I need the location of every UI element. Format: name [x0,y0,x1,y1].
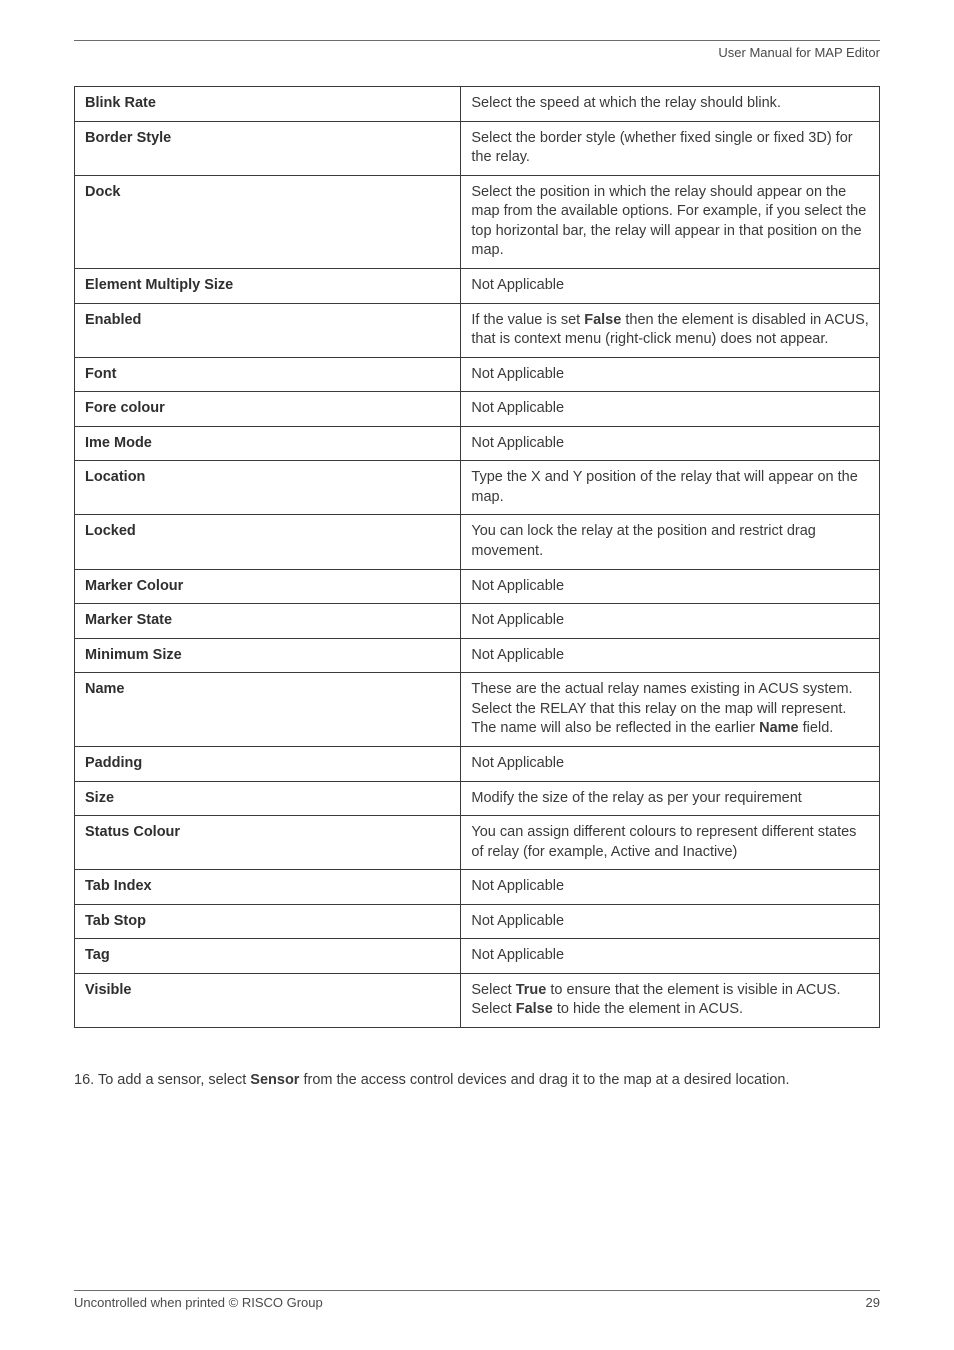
property-value: Not Applicable [461,392,880,427]
property-value: Modify the size of the relay as per your… [461,781,880,816]
property-value: Not Applicable [461,904,880,939]
bold-text: Sensor [250,1072,299,1088]
table-row: Ime ModeNot Applicable [75,426,880,461]
table-row: Element Multiply SizeNot Applicable [75,268,880,303]
property-key: Fore colour [75,392,461,427]
table-row: Marker StateNot Applicable [75,604,880,639]
bold-text: True [516,982,547,998]
table-row: LocationType the X and Y position of the… [75,461,880,515]
header-right-text: User Manual for MAP Editor [74,45,880,60]
property-key: Padding [75,746,461,781]
bold-text: False [516,1001,553,1017]
table-row: VisibleSelect True to ensure that the el… [75,973,880,1027]
footer: Uncontrolled when printed © RISCO Group … [74,1290,880,1310]
property-value: Type the X and Y position of the relay t… [461,461,880,515]
footer-rule [74,1290,880,1291]
table-row: Tab StopNot Applicable [75,904,880,939]
table-row: PaddingNot Applicable [75,746,880,781]
footer-right: 29 [866,1295,880,1310]
property-value: Not Applicable [461,569,880,604]
header-rule [74,40,880,41]
property-value: You can assign different colours to repr… [461,816,880,870]
footer-row: Uncontrolled when printed © RISCO Group … [74,1295,880,1310]
property-key: Locked [75,515,461,569]
table-row: Tab IndexNot Applicable [75,870,880,905]
table-row: Border StyleSelect the border style (whe… [75,121,880,175]
property-key: Blink Rate [75,87,461,122]
property-key: Tag [75,939,461,974]
property-key: Status Colour [75,816,461,870]
property-key: Minimum Size [75,638,461,673]
property-key: Marker State [75,604,461,639]
property-key: Ime Mode [75,426,461,461]
property-key: Visible [75,973,461,1027]
property-key: Border Style [75,121,461,175]
property-key: Marker Colour [75,569,461,604]
property-value: Not Applicable [461,268,880,303]
bold-text: Name [759,720,799,736]
table-row: SizeModify the size of the relay as per … [75,781,880,816]
property-value: Not Applicable [461,939,880,974]
property-value: Select the border style (whether fixed s… [461,121,880,175]
property-value: Select True to ensure that the element i… [461,973,880,1027]
table-row: EnabledIf the value is set False then th… [75,303,880,357]
table-row: Blink RateSelect the speed at which the … [75,87,880,122]
property-value: Not Applicable [461,638,880,673]
bold-text: False [584,312,621,328]
table-row: FontNot Applicable [75,357,880,392]
table-row: LockedYou can lock the relay at the posi… [75,515,880,569]
page: User Manual for MAP Editor Blink RateSel… [0,0,954,1350]
table-row: Marker ColourNot Applicable [75,569,880,604]
property-value: Not Applicable [461,426,880,461]
property-key: Location [75,461,461,515]
property-value: Not Applicable [461,357,880,392]
property-value: These are the actual relay names existin… [461,673,880,747]
table-row: DockSelect the position in which the rel… [75,175,880,268]
property-value: Not Applicable [461,870,880,905]
table-row: Minimum SizeNot Applicable [75,638,880,673]
property-value: If the value is set False then the eleme… [461,303,880,357]
property-key: Name [75,673,461,747]
footer-left: Uncontrolled when printed © RISCO Group [74,1295,323,1310]
property-key: Enabled [75,303,461,357]
properties-table: Blink RateSelect the speed at which the … [74,86,880,1028]
property-key: Tab Stop [75,904,461,939]
property-key: Element Multiply Size [75,268,461,303]
step-16: 16. To add a sensor, select Sensor from … [74,1070,880,1090]
table-row: Status ColourYou can assign different co… [75,816,880,870]
property-value: Not Applicable [461,746,880,781]
property-key: Dock [75,175,461,268]
property-key: Tab Index [75,870,461,905]
property-key: Font [75,357,461,392]
property-value: Select the speed at which the relay shou… [461,87,880,122]
property-value: Not Applicable [461,604,880,639]
property-value: Select the position in which the relay s… [461,175,880,268]
property-value: You can lock the relay at the position a… [461,515,880,569]
property-key: Size [75,781,461,816]
table-row: NameThese are the actual relay names exi… [75,673,880,747]
properties-table-body: Blink RateSelect the speed at which the … [75,87,880,1028]
table-row: TagNot Applicable [75,939,880,974]
table-row: Fore colourNot Applicable [75,392,880,427]
